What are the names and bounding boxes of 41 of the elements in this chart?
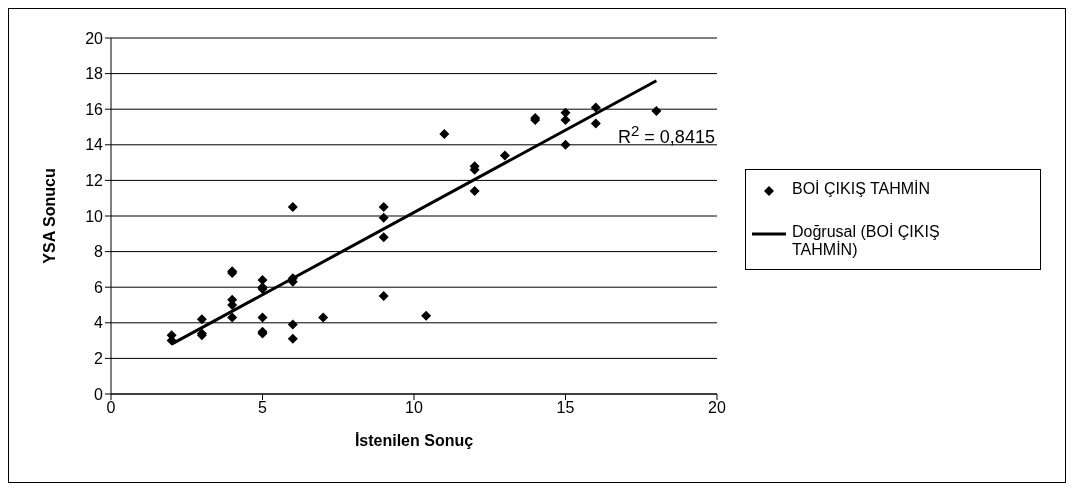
x-tick-label: 15 [556,399,575,417]
point [287,202,298,213]
x-tick-label: 5 [258,399,268,417]
point [378,291,389,302]
y-tick-label: 18 [85,65,104,83]
legend-label: BOİ ÇIKIŞ TAHMİN [792,180,932,198]
x-axis-title: İstenilen Sonuç [354,432,474,449]
point [318,312,329,323]
point [590,118,601,129]
y-tick-label: 14 [85,136,104,154]
y-tick-label: 20 [85,29,104,47]
point [287,319,298,330]
point [651,105,662,116]
y-tick-label: 2 [94,350,104,368]
point [227,312,238,323]
point [196,314,207,325]
point [590,102,601,113]
point [287,333,298,344]
point [378,232,389,243]
y-tick-label: 6 [94,278,104,296]
point [439,129,450,140]
x-tick-label: 0 [106,399,116,417]
y-tick-label: 4 [94,314,104,332]
y-tick-label: 0 [94,385,104,403]
y-tick-label: 10 [85,207,104,225]
y-axis-title: YSA Sonucu [40,168,58,264]
y-tick-label: 12 [85,172,104,190]
legend-label: Doğrusal (BOİ ÇIKIŞ TAHMİN) [792,223,941,259]
point [560,139,571,150]
x-tick-label: 20 [708,399,726,417]
y-tick-label: 16 [85,100,104,118]
point [469,186,480,197]
x-tick-label: 10 [405,399,423,417]
y-tick-label: 8 [94,243,104,261]
point [499,150,510,161]
point [560,107,571,118]
annotation: R$^{2}$ = 0,8415 [618,122,715,148]
point [378,212,389,223]
point [421,310,432,321]
point [378,202,389,213]
point [257,312,268,323]
